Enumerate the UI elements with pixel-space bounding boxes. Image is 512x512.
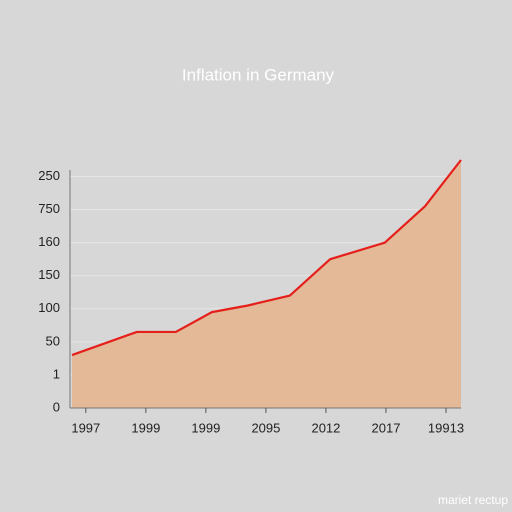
x-tick-label: 2012 xyxy=(311,420,340,435)
area xyxy=(72,160,461,408)
line xyxy=(71,159,462,357)
chart-title: Inflation in Germany xyxy=(182,65,335,84)
x-tick-label: 1999 xyxy=(131,420,160,435)
y-tick-label: 100 xyxy=(38,300,60,315)
x-tick-label: 19913 xyxy=(428,420,464,435)
x-tick-label: 1999 xyxy=(191,420,220,435)
y-tick-label: 750 xyxy=(38,201,60,216)
x-tick-label: 1997 xyxy=(71,420,100,435)
y-tick-label: 1 xyxy=(53,366,60,381)
x-tick-label: 2095 xyxy=(251,420,280,435)
y-tick-label: 50 xyxy=(46,333,60,348)
x-tick-label: 2017 xyxy=(372,420,401,435)
y-tick-label: 160 xyxy=(38,234,60,249)
y-tick-label: 0 xyxy=(53,399,60,414)
y-tick-label: 250 xyxy=(38,168,60,183)
y-tick-label: 150 xyxy=(38,267,60,282)
watermark: mariet rectup xyxy=(438,493,508,507)
